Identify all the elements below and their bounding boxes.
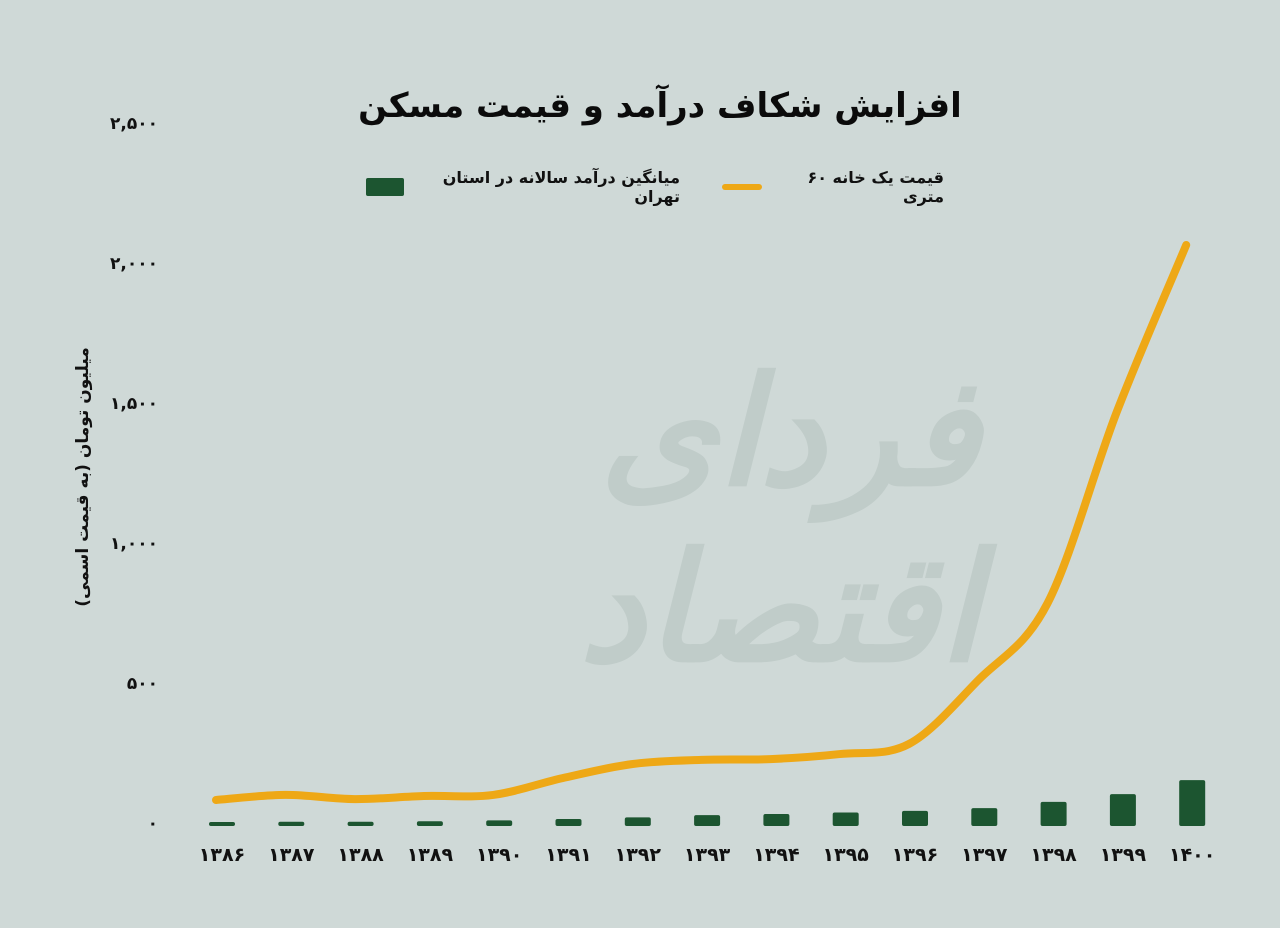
income-bar <box>832 812 859 826</box>
income-bar <box>971 808 998 826</box>
y-tick: ۰ <box>147 814 158 834</box>
x-tick: ۱۳۸۷ <box>268 844 315 866</box>
x-tick: ۱۳۹۲ <box>614 844 661 866</box>
income-bar <box>1109 794 1136 826</box>
house-price-line <box>212 241 1191 804</box>
y-tick: ۱,۵۰۰ <box>110 394 158 414</box>
chart-title: افزایش شکاف درآمد و قیمت مسکن <box>358 86 962 126</box>
y-tick: ۲,۵۰۰ <box>110 114 158 134</box>
income-bar <box>209 822 235 826</box>
legend-item-house-price: قیمت یک خانه ۶۰ متری <box>722 168 944 206</box>
income-bar <box>347 821 374 826</box>
income-bar <box>1179 780 1206 826</box>
x-tick: ۱۳۸۹ <box>406 844 454 866</box>
income-bar <box>763 813 790 826</box>
income-bar <box>694 815 721 826</box>
legend-line-swatch-icon <box>722 184 763 190</box>
legend-bar-swatch-icon <box>366 178 404 196</box>
x-tick: ۱۳۸۶ <box>198 844 246 866</box>
income-bar <box>902 810 928 826</box>
income-bars <box>209 780 1206 826</box>
income-bar <box>486 820 513 826</box>
x-tick: ۱۳۸۸ <box>337 844 384 866</box>
x-tick: ۱۳۹۰ <box>475 844 523 866</box>
x-tick: ۱۳۹۴ <box>753 844 800 866</box>
y-tick: ۱,۰۰۰ <box>110 534 158 554</box>
legend-label-house-price: قیمت یک خانه ۶۰ متری <box>807 168 944 206</box>
income-bar <box>555 819 582 826</box>
x-tick: ۱۳۹۹ <box>1099 844 1147 866</box>
x-tick: ۱۳۹۵ <box>822 844 869 866</box>
x-tick: ۱۳۹۷ <box>961 844 1008 866</box>
income-bar <box>278 821 305 826</box>
y-tick: ۵۰۰ <box>126 674 158 694</box>
income-bar <box>624 817 651 826</box>
y-tick: ۲,۰۰۰ <box>110 254 158 274</box>
legend-label-income: میانگین درآمد سالانه در استان تهران <box>442 168 680 206</box>
income-bar <box>416 821 443 826</box>
x-tick: ۱۴۰۰ <box>1168 844 1216 866</box>
x-tick: ۱۳۹۶ <box>891 844 939 866</box>
income-bar <box>1040 801 1067 826</box>
x-tick: ۱۳۹۸ <box>1030 844 1077 866</box>
x-tick: ۱۳۹۱ <box>545 844 592 866</box>
x-tick: ۱۳۹۳ <box>683 844 731 866</box>
legend-item-income: میانگین درآمد سالانه در استان تهران <box>366 168 680 206</box>
